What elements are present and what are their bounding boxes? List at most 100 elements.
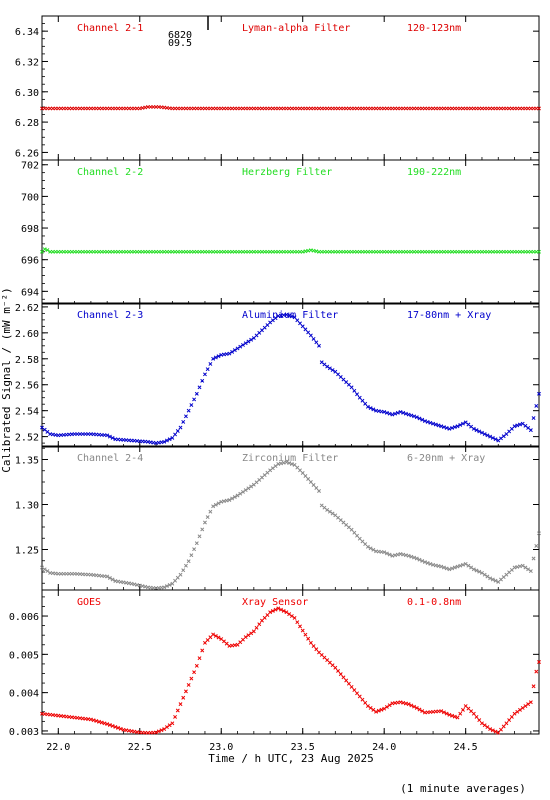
data-point xyxy=(518,564,522,569)
data-point xyxy=(526,567,531,572)
data-point xyxy=(173,578,178,583)
data-point xyxy=(528,569,533,574)
data-point xyxy=(197,534,202,539)
data-point xyxy=(154,730,159,735)
y-tick-label: 6.28 xyxy=(15,118,39,129)
data-point xyxy=(439,709,444,713)
data-point xyxy=(314,249,319,254)
data-point xyxy=(183,563,188,568)
data-point xyxy=(88,717,93,722)
data-point xyxy=(398,700,403,705)
data-point xyxy=(167,723,172,728)
data-point xyxy=(175,575,180,580)
data-point xyxy=(420,558,425,563)
data-point xyxy=(140,584,145,589)
y-tick-label: 2.56 xyxy=(15,381,39,392)
data-point xyxy=(192,670,197,675)
data-point xyxy=(170,581,175,586)
data-point xyxy=(452,565,457,570)
data-point xyxy=(292,616,297,620)
x-axis-label: Time / h UTC, 23 Aug 2025 xyxy=(208,752,374,765)
data-point xyxy=(463,561,468,566)
data-point xyxy=(178,425,183,430)
data-point xyxy=(333,665,338,670)
data-point xyxy=(298,468,302,473)
data-point xyxy=(401,410,406,415)
data-point xyxy=(515,709,520,714)
data-point xyxy=(485,725,490,730)
data-point xyxy=(216,354,221,359)
data-point xyxy=(246,339,251,344)
data-point xyxy=(181,695,186,700)
data-point xyxy=(450,713,455,718)
data-point xyxy=(118,726,123,731)
data-point xyxy=(227,498,232,502)
data-point xyxy=(455,424,460,429)
data-point xyxy=(474,714,479,719)
data-point xyxy=(422,560,427,565)
data-point xyxy=(238,491,243,496)
data-point xyxy=(417,557,422,562)
panel-5: 0.003 0.004 0.005 0.006 GOES Xray Sensor 0.1-0… xyxy=(9,589,541,738)
data-point xyxy=(384,551,389,556)
panel-name-label: Channel 2-3 xyxy=(77,310,143,321)
data-point xyxy=(374,709,379,714)
data-point xyxy=(450,566,455,571)
data-point xyxy=(211,632,216,637)
data-point xyxy=(287,313,292,318)
data-point xyxy=(477,718,482,723)
data-point xyxy=(208,509,213,514)
data-point xyxy=(344,678,349,683)
data-point xyxy=(523,565,528,570)
data-point xyxy=(325,364,330,369)
data-point xyxy=(403,701,408,706)
data-point xyxy=(368,706,373,710)
data-point xyxy=(175,708,180,713)
data-point xyxy=(474,568,479,573)
data-point xyxy=(235,493,240,498)
x-tick-label: 24.0 xyxy=(372,742,396,753)
data-point xyxy=(42,247,47,252)
data-point xyxy=(135,582,140,587)
y-axis-label: Calibrated Signal / (mW m⁻²) xyxy=(0,287,13,472)
data-point xyxy=(395,410,400,415)
data-point xyxy=(504,721,509,726)
data-point xyxy=(287,612,292,617)
data-point xyxy=(490,435,495,440)
data-point xyxy=(42,567,47,572)
data-point xyxy=(422,419,427,424)
data-point xyxy=(512,424,517,429)
data-point xyxy=(300,628,305,633)
data-point xyxy=(409,413,414,418)
data-point xyxy=(167,582,172,587)
y-tick-label: 6.32 xyxy=(15,57,39,68)
data-point xyxy=(352,688,357,693)
data-point xyxy=(390,412,395,417)
data-point xyxy=(537,660,541,664)
data-point xyxy=(325,507,330,512)
data-point xyxy=(417,416,422,421)
data-point xyxy=(531,416,536,420)
data-point xyxy=(292,462,297,467)
y-tick-label: 0.004 xyxy=(9,689,39,700)
data-point xyxy=(241,342,245,347)
y-tick-label: 696 xyxy=(21,256,39,267)
data-point xyxy=(509,714,514,719)
data-point xyxy=(251,629,256,634)
data-point xyxy=(352,388,357,393)
data-point xyxy=(531,556,536,561)
data-point xyxy=(298,321,302,326)
data-point xyxy=(173,714,178,719)
data-point xyxy=(382,706,387,711)
data-point xyxy=(289,614,294,618)
y-tick-label: 1.25 xyxy=(15,546,39,557)
data-point xyxy=(409,554,414,559)
data-point xyxy=(129,581,134,586)
data-point xyxy=(197,385,202,390)
x-tick-label: 24.5 xyxy=(454,742,478,753)
data-point xyxy=(447,426,452,431)
data-point xyxy=(113,724,118,729)
data-point xyxy=(300,249,305,254)
data-point xyxy=(232,348,237,353)
data-point xyxy=(357,395,362,400)
